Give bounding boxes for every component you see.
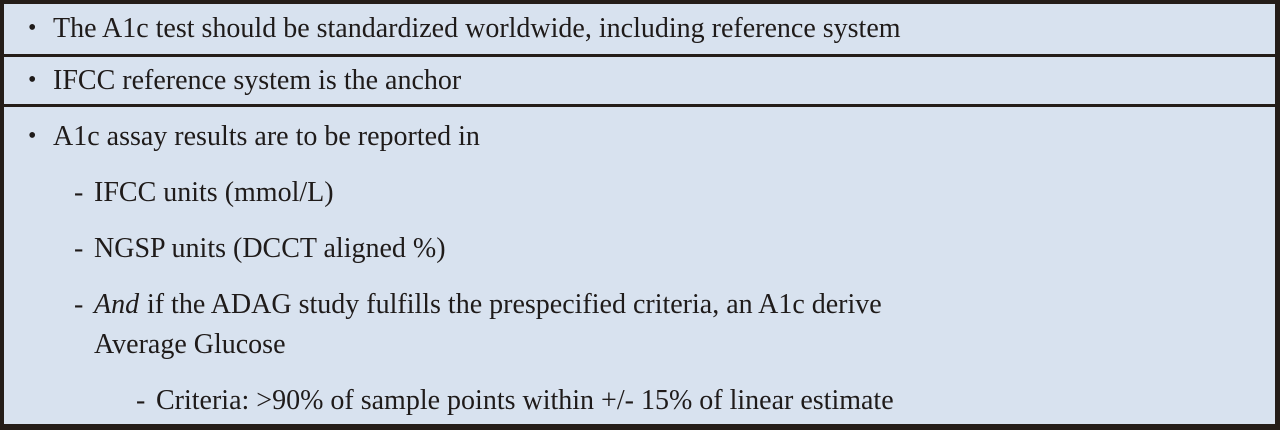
bullet-icon: • [28,15,37,41]
sub-item-ngsp-units-label: NGSP units (DCCT aligned %) [94,233,446,264]
bullet-row-standardized: • The A1c test should be standardized wo… [4,4,1275,54]
bullet-text-ifcc-anchor: IFCC reference system is the anchor [53,64,462,96]
bullet-text-reported-in: A1c assay results are to be reported in [53,121,480,152]
bullet-icon: • [28,123,37,149]
sub-item-ngsp-units: - NGSP units (DCCT aligned %) [74,229,1275,269]
bullet-icon: • [28,66,37,93]
sub-item-criteria-label: Criteria: >90% of sample points within +… [156,385,894,416]
sub-item-adag: - And if the ADAG study fulfills the pres… [74,285,1275,365]
dash-icon: - [74,233,84,264]
bullet-text-standardized: The A1c test should be standardized worl… [53,13,901,44]
sub-item-ifcc-units-label: IFCC units (mmol/L) [94,177,334,208]
reported-in-section: • A1c assay results are to be reported i… [4,104,1275,418]
sub-item-adag-text: if the ADAG study fulfills the prespecif… [146,289,882,320]
and-emphasis: And [94,289,140,320]
sub-item-adag-line2: Average Glucose [94,329,286,360]
bullet-row-reported-in: • A1c assay results are to be reported i… [4,117,1275,157]
sub-item-adag-label: And if the ADAG study fulfills the prespe… [94,285,882,365]
bullet-row-ifcc-anchor: • IFCC reference system is the anchor [4,54,1275,104]
dash-icon: - [74,289,84,320]
dash-icon: - [136,385,146,416]
sub-item-ifcc-units: - IFCC units (mmol/L) [74,173,1275,213]
sub-item-criteria: - Criteria: >90% of sample points within… [136,381,1275,421]
dash-icon: - [74,177,84,208]
